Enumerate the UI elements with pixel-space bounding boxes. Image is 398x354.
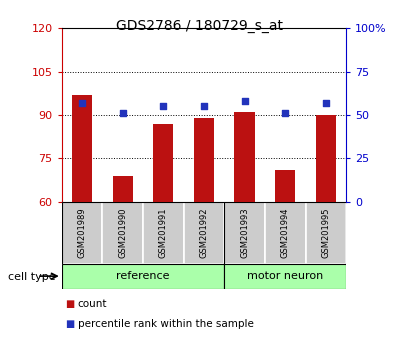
Text: ■: ■: [65, 319, 74, 329]
Text: GSM201995: GSM201995: [322, 207, 330, 258]
Bar: [153, 124, 174, 202]
Bar: [194, 118, 214, 202]
Bar: [102, 202, 143, 264]
Bar: [306, 202, 346, 264]
Bar: [62, 202, 102, 264]
Bar: [224, 264, 346, 289]
Bar: [143, 202, 183, 264]
Bar: [62, 264, 224, 289]
Text: cell type: cell type: [8, 272, 56, 282]
Text: percentile rank within the sample: percentile rank within the sample: [78, 319, 254, 329]
Text: GSM201989: GSM201989: [78, 207, 86, 258]
Text: motor neuron: motor neuron: [247, 271, 324, 281]
Bar: [265, 202, 306, 264]
Bar: [72, 95, 92, 202]
Text: GSM201991: GSM201991: [159, 207, 168, 258]
Text: ■: ■: [65, 299, 74, 309]
Bar: [113, 176, 133, 202]
Text: GSM201994: GSM201994: [281, 207, 290, 258]
Point: [160, 103, 166, 109]
Text: count: count: [78, 299, 107, 309]
Bar: [183, 202, 224, 264]
Point: [282, 110, 289, 116]
Bar: [275, 170, 295, 202]
Bar: [316, 115, 336, 202]
Text: reference: reference: [116, 271, 170, 281]
Point: [79, 100, 85, 106]
Bar: [224, 202, 265, 264]
Text: GDS2786 / 180729_s_at: GDS2786 / 180729_s_at: [115, 19, 283, 34]
Point: [242, 98, 248, 104]
Point: [119, 110, 126, 116]
Text: GSM201993: GSM201993: [240, 207, 249, 258]
Text: GSM201990: GSM201990: [118, 207, 127, 258]
Point: [323, 100, 329, 106]
Point: [201, 103, 207, 109]
Text: GSM201992: GSM201992: [199, 207, 209, 258]
Bar: [234, 112, 255, 202]
